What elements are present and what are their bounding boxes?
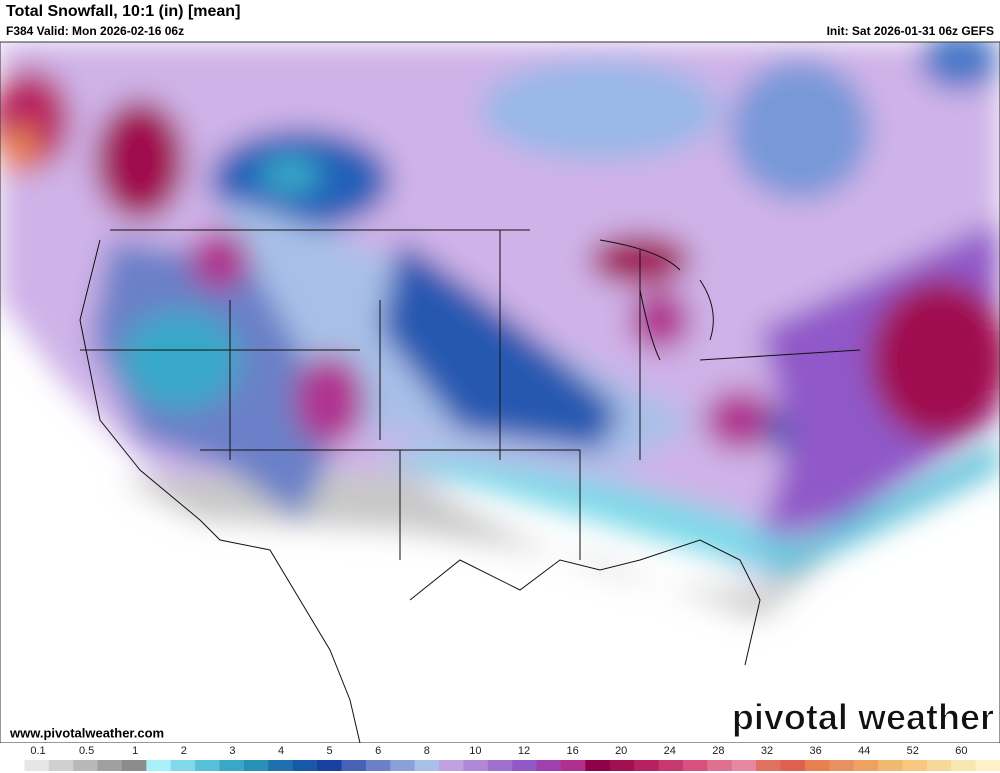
- colorbar-swatch: [829, 760, 855, 771]
- colorbar-swatch: [341, 760, 367, 771]
- colorbar-label: 0.1: [30, 745, 45, 757]
- colorbar-swatch: [780, 760, 806, 771]
- colorbar-label: 24: [664, 745, 676, 757]
- colorbar-label: 2: [181, 745, 187, 757]
- colorbar-label: 4: [278, 745, 284, 757]
- colorbar-swatch: [756, 760, 781, 771]
- colorbar-label: 60: [955, 745, 967, 757]
- colorbar-swatch: [414, 760, 440, 771]
- colorbar-swatch: [926, 760, 952, 771]
- colorbar-label: 6: [375, 745, 381, 757]
- website: www.pivotalweather.com: [9, 725, 164, 740]
- colorbar-label: 10: [469, 745, 481, 757]
- snowfall-field: [0, 42, 1000, 743]
- colorbar-swatch: [536, 760, 562, 771]
- colorbar-swatch: [560, 760, 586, 771]
- colorbar-label: 1: [132, 745, 138, 757]
- boundaries: [79, 229, 861, 743]
- colorbar-swatch: [292, 760, 318, 771]
- colorbar-swatch: [707, 760, 733, 771]
- colorbar-swatch: [439, 760, 464, 771]
- colorbar-swatch: [121, 760, 147, 771]
- valid-time: F384 Valid: Mon 2026-02-16 06z: [6, 24, 184, 38]
- colorbar-label: 8: [424, 745, 430, 757]
- colorbar-swatch: [512, 760, 538, 771]
- colorbar-swatch: [487, 760, 513, 771]
- colorbar-label: 0.5: [79, 745, 94, 757]
- colorbar-swatch: [243, 760, 269, 771]
- colorbar-swatch: [878, 760, 903, 771]
- colorbar-label: 20: [615, 745, 627, 757]
- colorbar-swatch: [902, 760, 928, 771]
- colorbar-swatch: [24, 760, 50, 771]
- colorbar-swatch: [731, 760, 757, 771]
- colorbar-swatch: [73, 760, 99, 771]
- colorbar-swatch: [170, 760, 196, 771]
- colorbar-label: 12: [518, 745, 530, 757]
- colorbar: 0.1 0.5 1 2 3 4 5 6 8 10 12 16 20 24 28 32 36 44 52 60: [0, 743, 1000, 773]
- colorbar-swatch: [853, 760, 879, 771]
- colorbar-swatch: [463, 760, 489, 771]
- colorbar-label: 28: [712, 745, 724, 757]
- map-title: Total Snowfall, 10:1 (in) [mean]: [6, 3, 240, 20]
- colorbar-label: 16: [566, 745, 578, 757]
- colorbar-swatch: [0, 760, 25, 771]
- colorbar-swatch: [48, 760, 74, 771]
- colorbar-label: 36: [809, 745, 821, 757]
- colorbar-label: 3: [229, 745, 235, 757]
- colorbar-label: 52: [907, 745, 919, 757]
- colorbar-swatch: [365, 760, 391, 771]
- colorbar-swatch: [951, 760, 977, 771]
- colorbar-swatch: [390, 760, 416, 771]
- colorbar-swatch: [658, 760, 684, 771]
- colorbar-swatch: [804, 760, 830, 771]
- colorbar-label: 44: [858, 745, 870, 757]
- colorbar-swatch: [219, 760, 245, 771]
- colorbar-swatch: [682, 760, 708, 771]
- colorbar-swatch: [195, 760, 221, 771]
- colorbar-swatch: [268, 760, 294, 771]
- colorbar-swatch: [146, 760, 172, 771]
- colorbar-swatch: [975, 760, 1000, 771]
- colorbar-swatch: [634, 760, 660, 771]
- colorbar-swatch: [609, 760, 635, 771]
- colorbar-swatch: [97, 760, 123, 771]
- colorbar-label: 32: [761, 745, 773, 757]
- colorbar-swatch: [317, 760, 342, 771]
- colorbar-swatch: [585, 760, 611, 771]
- init-time: Init: Sat 2026-01-31 06z GEFS: [827, 24, 994, 38]
- colorbar-label: 5: [327, 745, 333, 757]
- logo: pivotal weather: [732, 697, 994, 738]
